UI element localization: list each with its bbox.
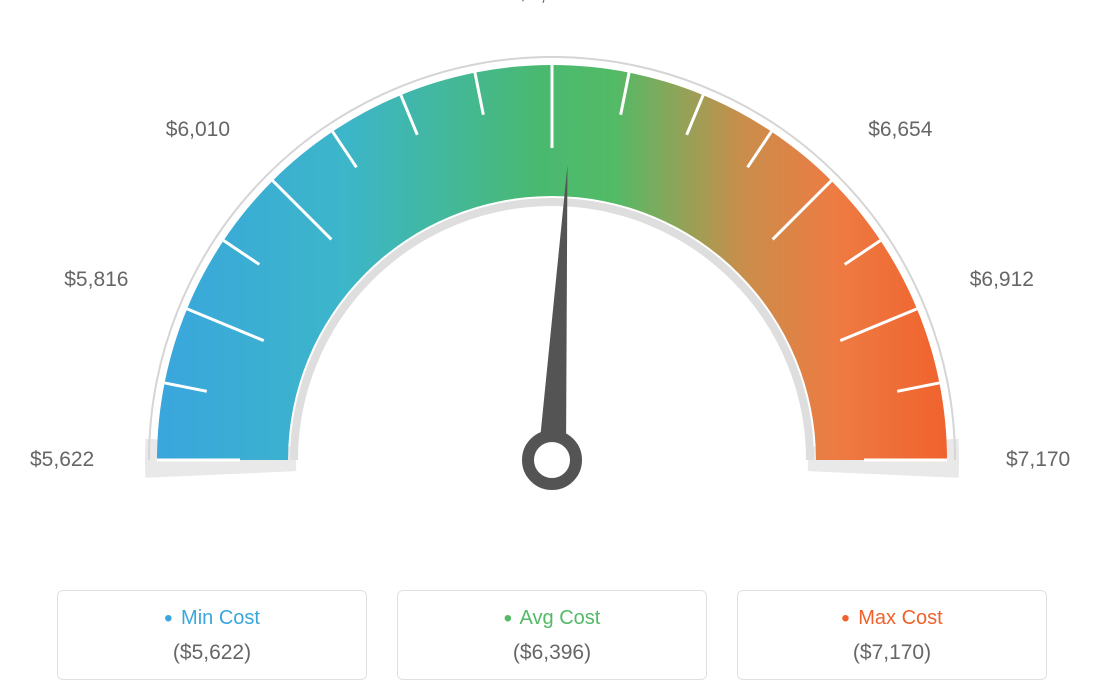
legend-title-min: • Min Cost [58, 605, 366, 633]
legend-label-max: Max Cost [858, 607, 942, 629]
legend-card-min: • Min Cost ($5,622) [57, 590, 367, 680]
legend-title-avg: • Avg Cost [398, 605, 706, 633]
legend-value-avg: ($6,396) [398, 641, 706, 665]
gauge-tick-label: $5,622 [30, 448, 94, 472]
gauge-svg [0, 0, 1104, 560]
legend-title-max: • Max Cost [738, 605, 1046, 633]
legend-card-max: • Max Cost ($7,170) [737, 590, 1047, 680]
legend-row: • Min Cost ($5,622) • Avg Cost ($6,396) … [0, 590, 1104, 680]
gauge-tick-label: $6,654 [868, 118, 932, 142]
legend-dot-avg: • [504, 605, 512, 632]
gauge-tick-label: $6,010 [166, 118, 230, 142]
legend-card-avg: • Avg Cost ($6,396) [397, 590, 707, 680]
legend-label-min: Min Cost [181, 607, 260, 629]
legend-dot-min: • [164, 605, 172, 632]
gauge-tick-label: $5,816 [64, 268, 128, 292]
gauge-tick-label: $7,170 [1006, 448, 1070, 472]
legend-dot-max: • [841, 605, 849, 632]
legend-label-avg: Avg Cost [520, 607, 601, 629]
gauge-chart: $5,622 $5,816 $6,010 $6,396 $6,654 $6,912 $7,1… [0, 0, 1104, 560]
gauge-tick-label: $6,912 [970, 268, 1034, 292]
gauge-tick-label: $6,396 [517, 0, 581, 6]
legend-value-min: ($5,622) [58, 641, 366, 665]
legend-value-max: ($7,170) [738, 641, 1046, 665]
